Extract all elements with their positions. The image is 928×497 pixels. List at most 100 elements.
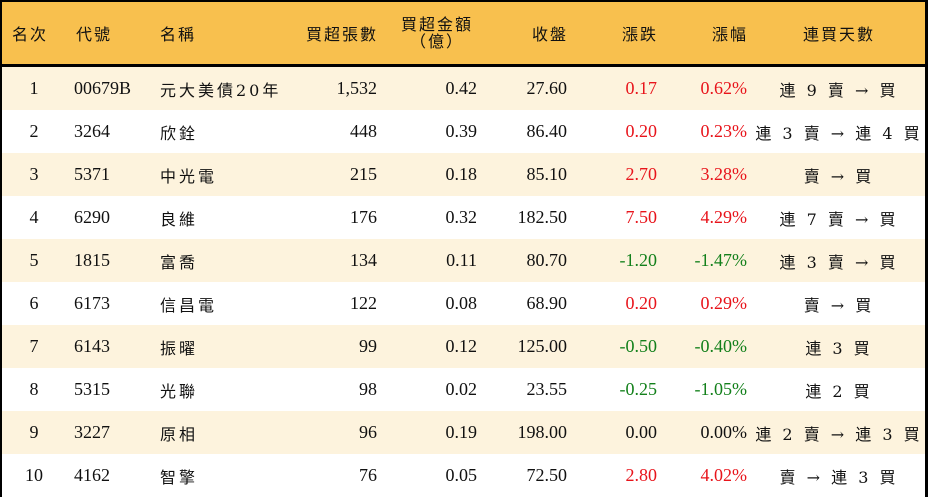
cell-net-buy-amount: 0.18 [445, 164, 478, 184]
cell-close: 72.50 [526, 465, 568, 485]
cell-rank: 8 [29, 379, 39, 399]
cell-rank: 9 [29, 422, 39, 442]
cell-streak: 連 2 買 [805, 381, 873, 401]
cell-rank: 1 [29, 78, 39, 98]
cell-change-pct: 4.29% [700, 207, 748, 227]
table-body: 1 00679B 元大美債20年 1,532 0.42 27.60 0.17 0… [2, 67, 925, 497]
cell-change-pct: 0.00% [700, 422, 748, 442]
cell-rank: 3 [29, 164, 39, 184]
header-net-buy-lots: 買超張數 [305, 25, 378, 44]
cell-net-buy-lots: 122 [350, 293, 377, 313]
cell-net-buy-amount: 0.32 [445, 207, 478, 227]
cell-change-pct: 0.23% [700, 121, 748, 141]
cell-close: 86.40 [526, 121, 568, 141]
cell-name: 信昌電 [160, 295, 218, 315]
header-streak: 連買天數 [802, 25, 875, 44]
header-change-pct: 漲幅 [711, 25, 748, 44]
cell-close: 125.00 [517, 336, 568, 356]
cell-code: 6143 [74, 336, 110, 356]
cell-code: 6290 [74, 207, 110, 227]
cell-change: 0.20 [625, 293, 658, 313]
cell-name: 中光電 [160, 166, 218, 186]
cell-streak: 賣 → 買 [803, 295, 875, 315]
cell-rank: 4 [29, 207, 39, 227]
header-close: 收盤 [531, 25, 568, 44]
cell-net-buy-amount: 0.08 [445, 293, 478, 313]
cell-net-buy-lots: 96 [359, 422, 377, 442]
cell-net-buy-amount: 0.19 [445, 422, 478, 442]
cell-change: -1.20 [619, 250, 658, 270]
cell-net-buy-lots: 134 [350, 250, 377, 270]
cell-code: 6173 [74, 293, 110, 313]
cell-streak: 連 9 賣 → 買 [779, 80, 899, 100]
cell-code: 5371 [74, 164, 110, 184]
cell-change-pct: -0.40% [694, 336, 748, 356]
cell-change-pct: -1.05% [694, 379, 748, 399]
cell-streak: 連 3 買 [805, 338, 873, 358]
cell-net-buy-amount: 0.02 [445, 379, 478, 399]
cell-change-pct: 0.29% [700, 293, 748, 313]
cell-close: 80.70 [526, 250, 568, 270]
cell-close: 182.50 [517, 207, 568, 227]
header-name: 名稱 [160, 25, 197, 44]
cell-net-buy-lots: 1,532 [336, 78, 378, 98]
cell-code: 00679B [74, 78, 132, 98]
table-row: 10 4162 智擎 76 0.05 72.50 2.80 4.02% 賣 → … [2, 454, 925, 497]
cell-net-buy-amount: 0.05 [445, 465, 478, 485]
table-header: 名次 代號 名稱 買超張數 買超金額 （億） 收盤 漲跌 漲幅 連買天數 [2, 2, 925, 67]
cell-code: 1815 [74, 250, 110, 270]
table-row: 3 5371 中光電 215 0.18 85.10 2.70 3.28% 賣 →… [2, 153, 925, 196]
header-net-buy-amount-unit: （億） [409, 32, 464, 51]
header-change: 漲跌 [621, 25, 658, 44]
cell-name: 元大美債20年 [160, 80, 282, 100]
cell-close: 27.60 [526, 78, 568, 98]
cell-name: 振曜 [160, 338, 199, 358]
cell-change: 2.80 [625, 465, 658, 485]
cell-net-buy-lots: 448 [350, 121, 377, 141]
cell-streak: 連 7 賣 → 買 [779, 209, 899, 229]
cell-net-buy-amount: 0.39 [445, 121, 478, 141]
cell-net-buy-lots: 99 [359, 336, 377, 356]
table-row: 4 6290 良維 176 0.32 182.50 7.50 4.29% 連 7… [2, 196, 925, 239]
cell-name: 富喬 [160, 252, 199, 272]
table-row: 1 00679B 元大美債20年 1,532 0.42 27.60 0.17 0… [2, 67, 925, 110]
cell-rank: 7 [29, 336, 39, 356]
cell-change-pct: -1.47% [694, 250, 748, 270]
cell-change-pct: 4.02% [700, 465, 748, 485]
table-row: 7 6143 振曜 99 0.12 125.00 -0.50 -0.40% 連 … [2, 325, 925, 368]
cell-close: 198.00 [517, 422, 568, 442]
cell-streak: 賣 → 連 3 買 [779, 467, 899, 487]
cell-name: 光聯 [160, 381, 199, 401]
cell-change: 0.00 [625, 422, 658, 442]
header-net-buy-amount: 買超金額 （億） [387, 2, 487, 64]
cell-change: 0.20 [625, 121, 658, 141]
cell-name: 良維 [160, 209, 199, 229]
header-code: 代號 [76, 25, 113, 44]
cell-change: -0.50 [619, 336, 658, 356]
cell-code: 3227 [74, 422, 110, 442]
cell-net-buy-amount: 0.12 [445, 336, 478, 356]
cell-code: 5315 [74, 379, 110, 399]
cell-streak: 連 3 賣 → 買 [779, 252, 899, 272]
header-rank: 名次 [12, 25, 49, 44]
cell-net-buy-amount: 0.11 [446, 250, 477, 270]
cell-name: 原相 [160, 424, 199, 444]
cell-rank: 10 [25, 465, 43, 485]
table-row: 6 6173 信昌電 122 0.08 68.90 0.20 0.29% 賣 →… [2, 282, 925, 325]
cell-streak: 連 3 賣 → 連 4 買 [755, 123, 923, 143]
table-row: 5 1815 富喬 134 0.11 80.70 -1.20 -1.47% 連 … [2, 239, 925, 282]
cell-rank: 5 [29, 250, 39, 270]
cell-name: 欣銓 [160, 123, 199, 143]
cell-change: 7.50 [625, 207, 658, 227]
cell-net-buy-lots: 98 [359, 379, 377, 399]
cell-change-pct: 3.28% [700, 164, 748, 184]
table-row: 9 3227 原相 96 0.19 198.00 0.00 0.00% 連 2 … [2, 411, 925, 454]
cell-net-buy-lots: 176 [350, 207, 377, 227]
cell-change: 0.17 [625, 78, 658, 98]
cell-close: 23.55 [526, 379, 568, 399]
cell-change: 2.70 [625, 164, 658, 184]
cell-streak: 賣 → 買 [803, 166, 875, 186]
cell-close: 68.90 [526, 293, 568, 313]
cell-change-pct: 0.62% [700, 78, 748, 98]
